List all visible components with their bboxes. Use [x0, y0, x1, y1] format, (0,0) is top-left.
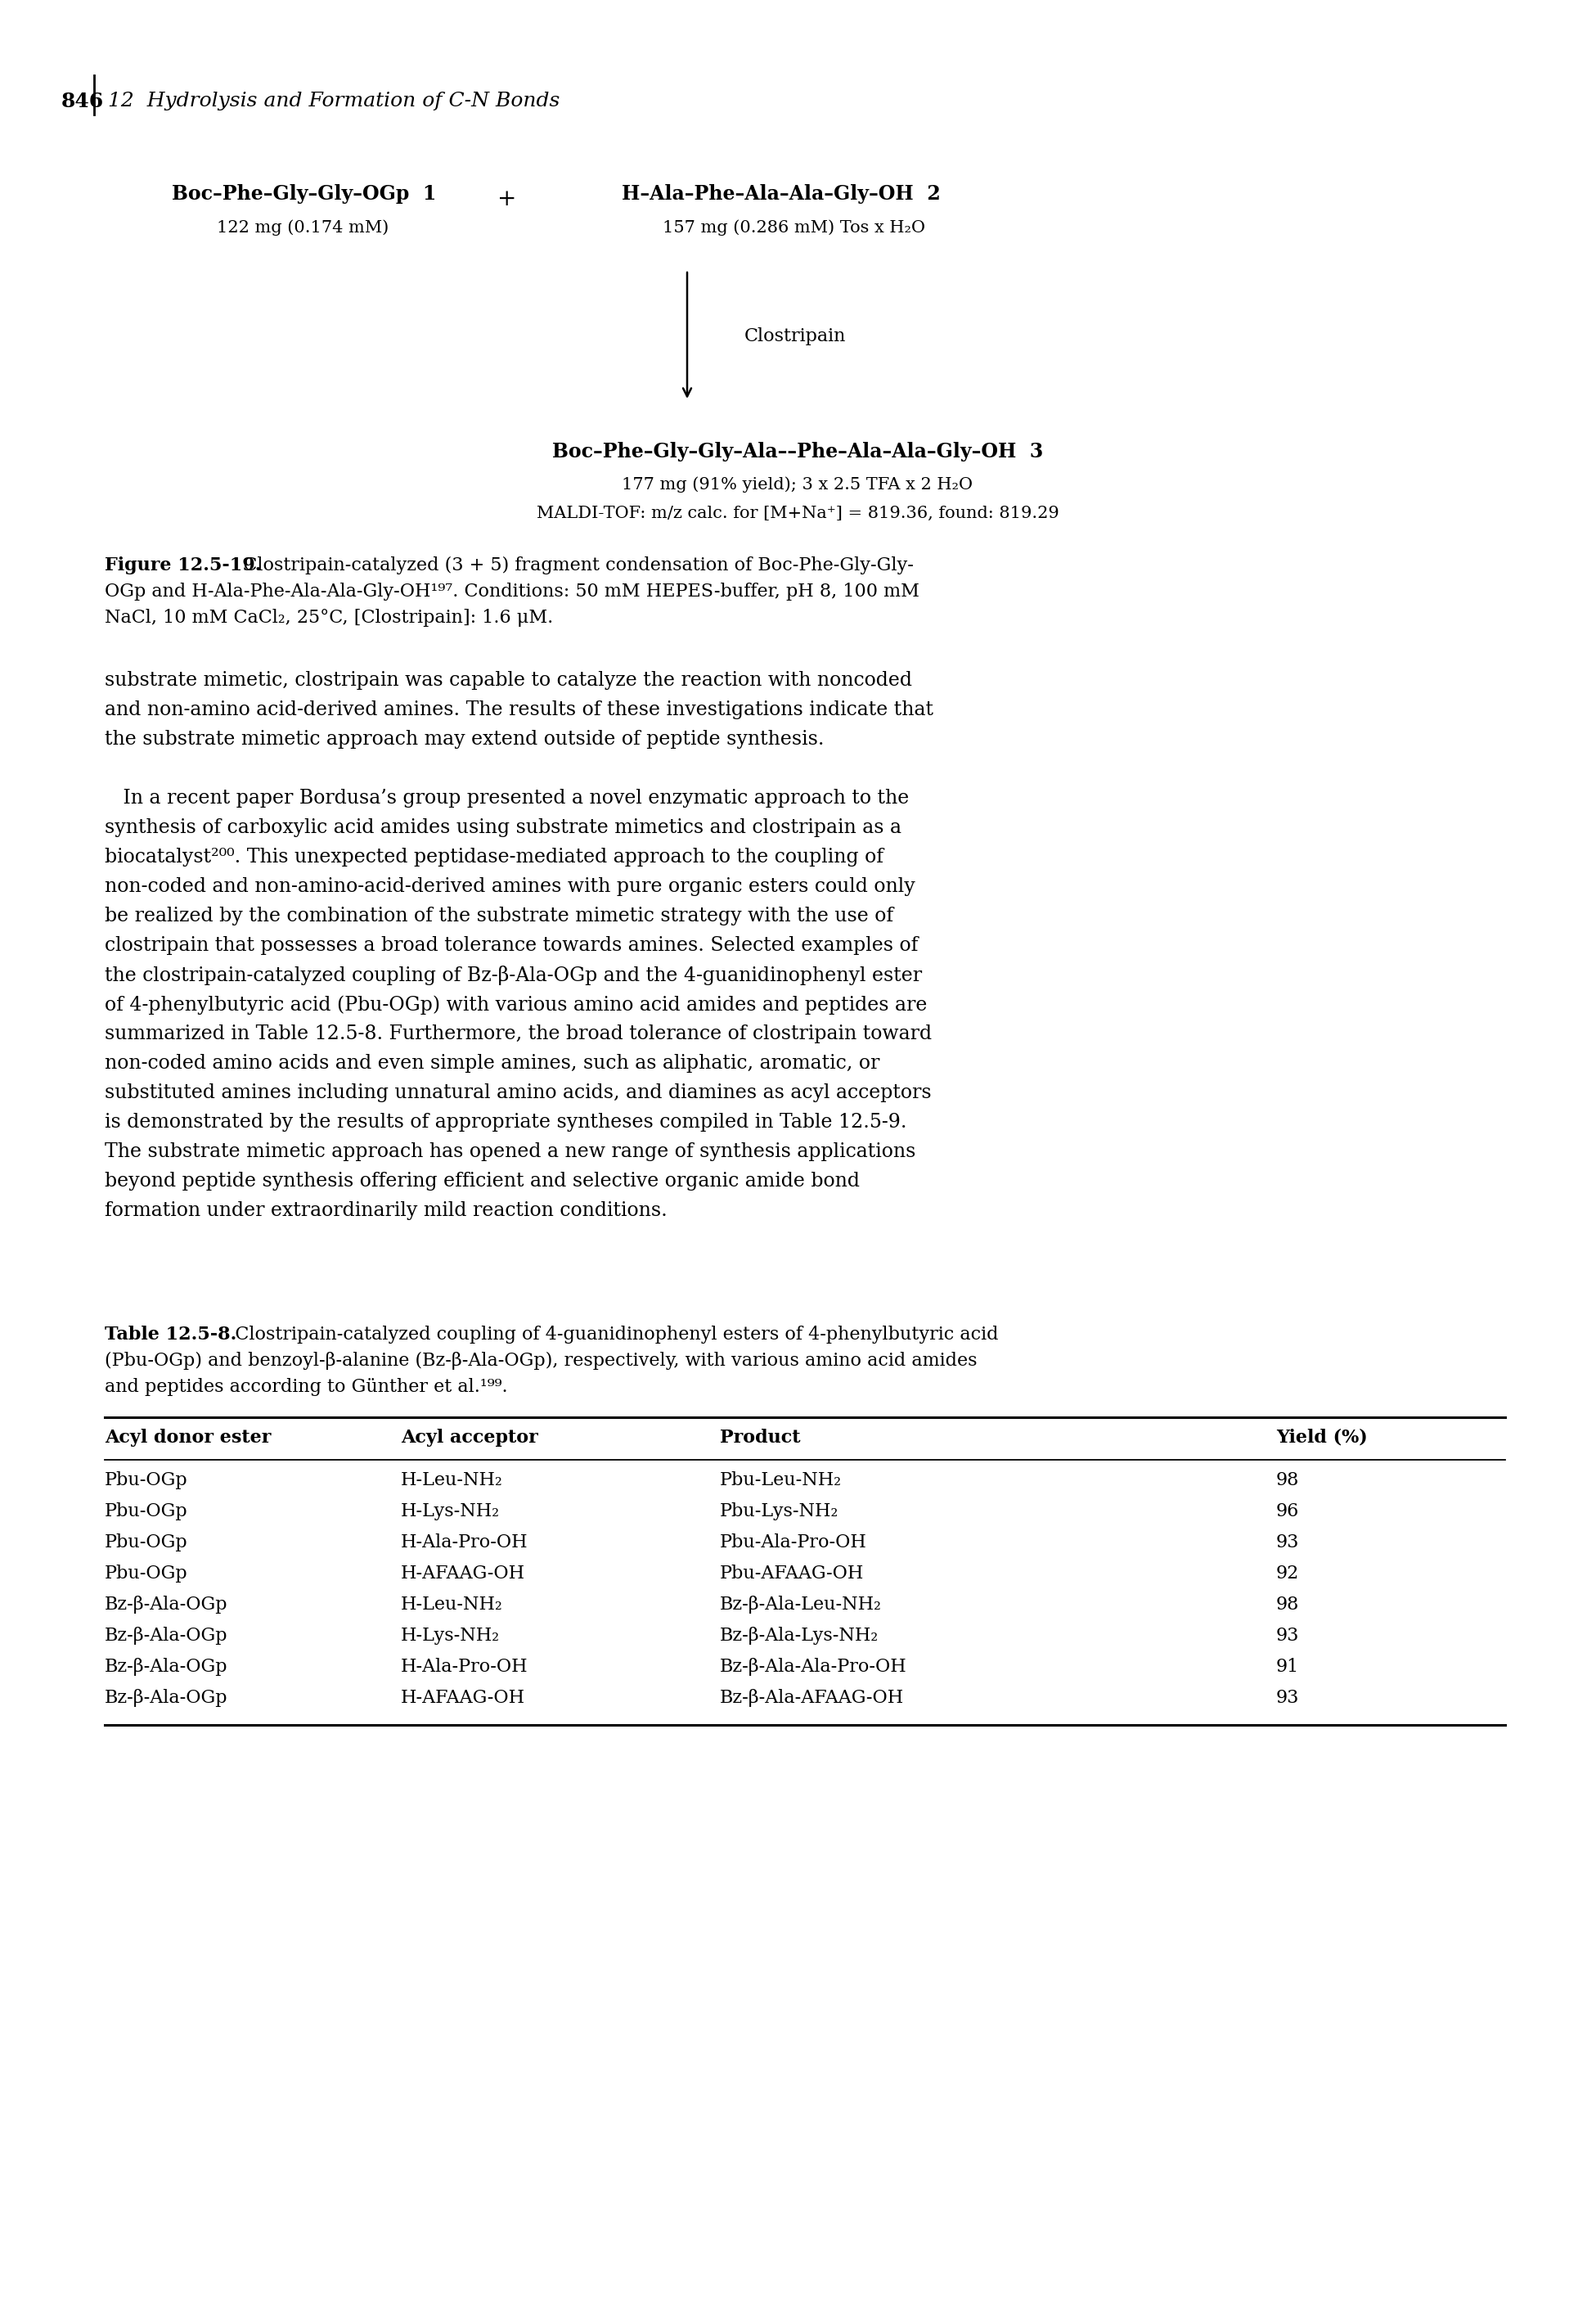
Text: Clostripain-catalyzed (3 + 5) fragment condensation of Boc-Phe-Gly-Gly-: Clostripain-catalyzed (3 + 5) fragment c…	[225, 557, 913, 575]
Text: 92: 92	[1277, 1565, 1299, 1582]
Text: 93: 93	[1277, 1533, 1299, 1551]
Text: 93: 93	[1277, 1626, 1299, 1644]
Text: Yield (%): Yield (%)	[1277, 1429, 1368, 1447]
Text: and non-amino acid-derived amines. The results of these investigations indicate : and non-amino acid-derived amines. The r…	[105, 700, 934, 719]
Text: 846: 846	[61, 93, 104, 111]
Text: biocatalyst²⁰⁰. This unexpected peptidase-mediated approach to the coupling of: biocatalyst²⁰⁰. This unexpected peptidas…	[105, 849, 884, 867]
Text: Pbu-Leu-NH₂: Pbu-Leu-NH₂	[720, 1470, 841, 1489]
Text: non-coded amino acids and even simple amines, such as aliphatic, aromatic, or: non-coded amino acids and even simple am…	[105, 1053, 879, 1074]
Text: Bz-β-Ala-AFAAG-OH: Bz-β-Ala-AFAAG-OH	[720, 1688, 905, 1707]
Text: Pbu-Lys-NH₂: Pbu-Lys-NH₂	[720, 1503, 838, 1521]
Text: non-coded and non-amino-acid-derived amines with pure organic esters could only: non-coded and non-amino-acid-derived ami…	[105, 877, 915, 895]
Text: 91: 91	[1277, 1658, 1299, 1677]
Text: Figure 12.5-19.: Figure 12.5-19.	[105, 557, 262, 575]
Text: H-Ala-Pro-OH: H-Ala-Pro-OH	[401, 1658, 528, 1677]
Text: Boc–Phe–Gly–Gly–Ala––Phe–Ala–Ala–Gly–OH  3: Boc–Phe–Gly–Gly–Ala––Phe–Ala–Ala–Gly–OH …	[552, 443, 1044, 461]
Text: (Pbu-OGp) and benzoyl-β-alanine (Bz-β-Ala-OGp), respectively, with various amino: (Pbu-OGp) and benzoyl-β-alanine (Bz-β-Al…	[105, 1352, 977, 1371]
Text: The substrate mimetic approach has opened a new range of synthesis applications: The substrate mimetic approach has opene…	[105, 1143, 916, 1162]
Text: 122 mg (0.174 mM): 122 mg (0.174 mM)	[217, 220, 389, 237]
Text: NaCl, 10 mM CaCl₂, 25°C, [Clostripain]: 1.6 μM.: NaCl, 10 mM CaCl₂, 25°C, [Clostripain]: …	[105, 610, 554, 626]
Text: Acyl donor ester: Acyl donor ester	[105, 1429, 271, 1447]
Text: 12  Hydrolysis and Formation of C-N Bonds: 12 Hydrolysis and Formation of C-N Bonds	[109, 93, 560, 111]
Text: Table 12.5-8.: Table 12.5-8.	[105, 1326, 236, 1343]
Text: H-Lys-NH₂: H-Lys-NH₂	[401, 1626, 500, 1644]
Text: summarized in Table 12.5-8. Furthermore, the broad tolerance of clostripain towa: summarized in Table 12.5-8. Furthermore,…	[105, 1025, 932, 1044]
Text: Pbu-OGp: Pbu-OGp	[105, 1503, 188, 1521]
Text: Bz-β-Ala-OGp: Bz-β-Ala-OGp	[105, 1658, 228, 1677]
Text: Pbu-OGp: Pbu-OGp	[105, 1470, 188, 1489]
Text: substrate mimetic, clostripain was capable to catalyze the reaction with noncode: substrate mimetic, clostripain was capab…	[105, 670, 913, 689]
Text: In a recent paper Bordusa’s group presented a novel enzymatic approach to the: In a recent paper Bordusa’s group presen…	[105, 788, 910, 807]
Text: Pbu-OGp: Pbu-OGp	[105, 1533, 188, 1551]
Text: Pbu-AFAAG-OH: Pbu-AFAAG-OH	[720, 1565, 863, 1582]
Text: and peptides according to Günther et al.¹⁹⁹.: and peptides according to Günther et al.…	[105, 1377, 508, 1396]
Text: beyond peptide synthesis offering efficient and selective organic amide bond: beyond peptide synthesis offering effici…	[105, 1171, 860, 1190]
Text: Bz-β-Ala-OGp: Bz-β-Ala-OGp	[105, 1626, 228, 1644]
Text: Bz-β-Ala-Leu-NH₂: Bz-β-Ala-Leu-NH₂	[720, 1595, 881, 1614]
Text: 98: 98	[1277, 1595, 1299, 1614]
Text: 96: 96	[1277, 1503, 1299, 1521]
Text: H-AFAAG-OH: H-AFAAG-OH	[401, 1565, 525, 1582]
Text: Bz-β-Ala-OGp: Bz-β-Ala-OGp	[105, 1688, 228, 1707]
Text: H-Ala-Pro-OH: H-Ala-Pro-OH	[401, 1533, 528, 1551]
Text: 177 mg (91% yield); 3 x 2.5 TFA x 2 H₂O: 177 mg (91% yield); 3 x 2.5 TFA x 2 H₂O	[622, 475, 974, 492]
Text: the clostripain-catalyzed coupling of Bz-β-Ala-OGp and the 4-guanidinophenyl est: the clostripain-catalyzed coupling of Bz…	[105, 965, 922, 986]
Text: Clostripain-catalyzed coupling of 4-guanidinophenyl esters of 4-phenylbutyric ac: Clostripain-catalyzed coupling of 4-guan…	[217, 1326, 999, 1343]
Text: H-AFAAG-OH: H-AFAAG-OH	[401, 1688, 525, 1707]
Text: OGp and H-Ala-Phe-Ala-Ala-Gly-OH¹⁹⁷. Conditions: 50 mM HEPES-buffer, pH 8, 100 m: OGp and H-Ala-Phe-Ala-Ala-Gly-OH¹⁹⁷. Con…	[105, 582, 919, 601]
Text: of 4-phenylbutyric acid (Pbu-OGp) with various amino acid amides and peptides ar: of 4-phenylbutyric acid (Pbu-OGp) with v…	[105, 995, 927, 1013]
Text: Pbu-OGp: Pbu-OGp	[105, 1565, 188, 1582]
Text: Clostripain: Clostripain	[744, 327, 846, 346]
Text: +: +	[498, 188, 517, 211]
Text: Product: Product	[720, 1429, 801, 1447]
Text: 98: 98	[1277, 1470, 1299, 1489]
Text: be realized by the combination of the substrate mimetic strategy with the use of: be realized by the combination of the su…	[105, 907, 894, 925]
Text: Acyl acceptor: Acyl acceptor	[401, 1429, 538, 1447]
Text: Bz-β-Ala-Ala-Pro-OH: Bz-β-Ala-Ala-Pro-OH	[720, 1658, 907, 1677]
Text: Bz-β-Ala-OGp: Bz-β-Ala-OGp	[105, 1595, 228, 1614]
Text: substituted amines including unnatural amino acids, and diamines as acyl accepto: substituted amines including unnatural a…	[105, 1083, 932, 1102]
Text: is demonstrated by the results of appropriate syntheses compiled in Table 12.5-9: is demonstrated by the results of approp…	[105, 1113, 907, 1132]
Text: H-Leu-NH₂: H-Leu-NH₂	[401, 1470, 503, 1489]
Text: H-Leu-NH₂: H-Leu-NH₂	[401, 1595, 503, 1614]
Text: MALDI-TOF: m/z calc. for [M+Na⁺] = 819.36, found: 819.29: MALDI-TOF: m/z calc. for [M+Na⁺] = 819.3…	[536, 506, 1058, 522]
Text: the substrate mimetic approach may extend outside of peptide synthesis.: the substrate mimetic approach may exten…	[105, 730, 824, 749]
Text: Pbu-Ala-Pro-OH: Pbu-Ala-Pro-OH	[720, 1533, 867, 1551]
Text: 93: 93	[1277, 1688, 1299, 1707]
Text: synthesis of carboxylic acid amides using substrate mimetics and clostripain as : synthesis of carboxylic acid amides usin…	[105, 819, 902, 837]
Text: 157 mg (0.286 mM) Tos x H₂O: 157 mg (0.286 mM) Tos x H₂O	[662, 220, 926, 237]
Text: Bz-β-Ala-Lys-NH₂: Bz-β-Ala-Lys-NH₂	[720, 1626, 879, 1644]
Text: formation under extraordinarily mild reaction conditions.: formation under extraordinarily mild rea…	[105, 1201, 667, 1220]
Text: H–Ala–Phe–Ala–Ala–Gly–OH  2: H–Ala–Phe–Ala–Ala–Gly–OH 2	[622, 183, 940, 204]
Text: clostripain that possesses a broad tolerance towards amines. Selected examples o: clostripain that possesses a broad toler…	[105, 937, 918, 955]
Text: H-Lys-NH₂: H-Lys-NH₂	[401, 1503, 500, 1521]
Text: Boc–Phe–Gly–Gly–OGp  1: Boc–Phe–Gly–Gly–OGp 1	[172, 183, 436, 204]
